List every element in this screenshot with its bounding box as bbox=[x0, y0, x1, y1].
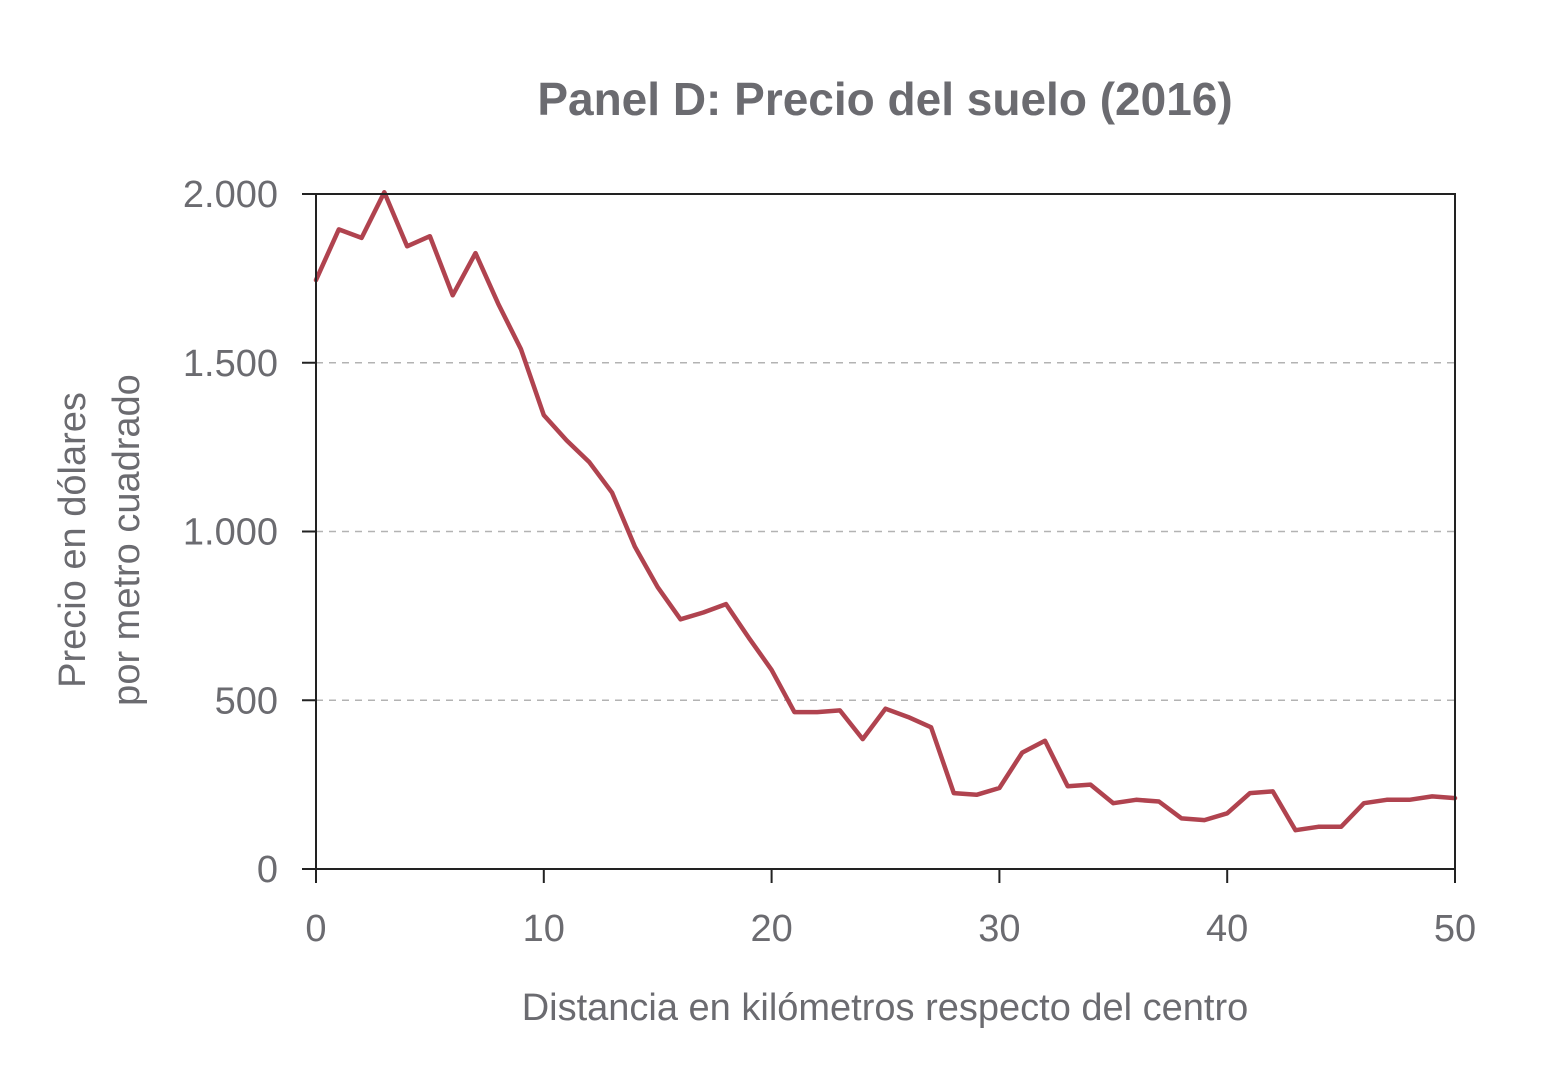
y-tick-label: 0 bbox=[257, 849, 278, 891]
y-tick-label: 500 bbox=[215, 680, 278, 722]
y-tick-label: 1.000 bbox=[183, 512, 278, 554]
y-axis-ticks: 0 500 1.000 1.500 2.000 bbox=[183, 174, 316, 891]
series-layer bbox=[313, 190, 1458, 833]
x-axis-label: Distancia en kilómetros respecto del cen… bbox=[522, 987, 1249, 1029]
y-axis-label: Precio en dólares por metro cuadrado bbox=[52, 374, 148, 706]
x-tick-label: 40 bbox=[1206, 908, 1248, 950]
x-tick-label: 50 bbox=[1434, 908, 1476, 950]
x-tick-label: 0 bbox=[305, 908, 326, 950]
x-tick-label: 30 bbox=[978, 908, 1020, 950]
y-tick-label: 1.500 bbox=[183, 343, 278, 385]
x-axis-ticks: 0 10 20 30 40 50 bbox=[305, 869, 1476, 950]
y-tick-label: 2.000 bbox=[183, 174, 278, 216]
series-line-0 bbox=[313, 190, 1458, 833]
chart-title: Panel D: Precio del suelo (2016) bbox=[537, 73, 1232, 125]
x-tick-label: 10 bbox=[523, 908, 565, 950]
gridlines bbox=[316, 193, 1455, 702]
y-axis-label-line-1: Precio en dólares bbox=[52, 392, 94, 688]
y-axis-label-line-2: por metro cuadrado bbox=[106, 374, 148, 706]
x-tick-label: 20 bbox=[750, 908, 792, 950]
